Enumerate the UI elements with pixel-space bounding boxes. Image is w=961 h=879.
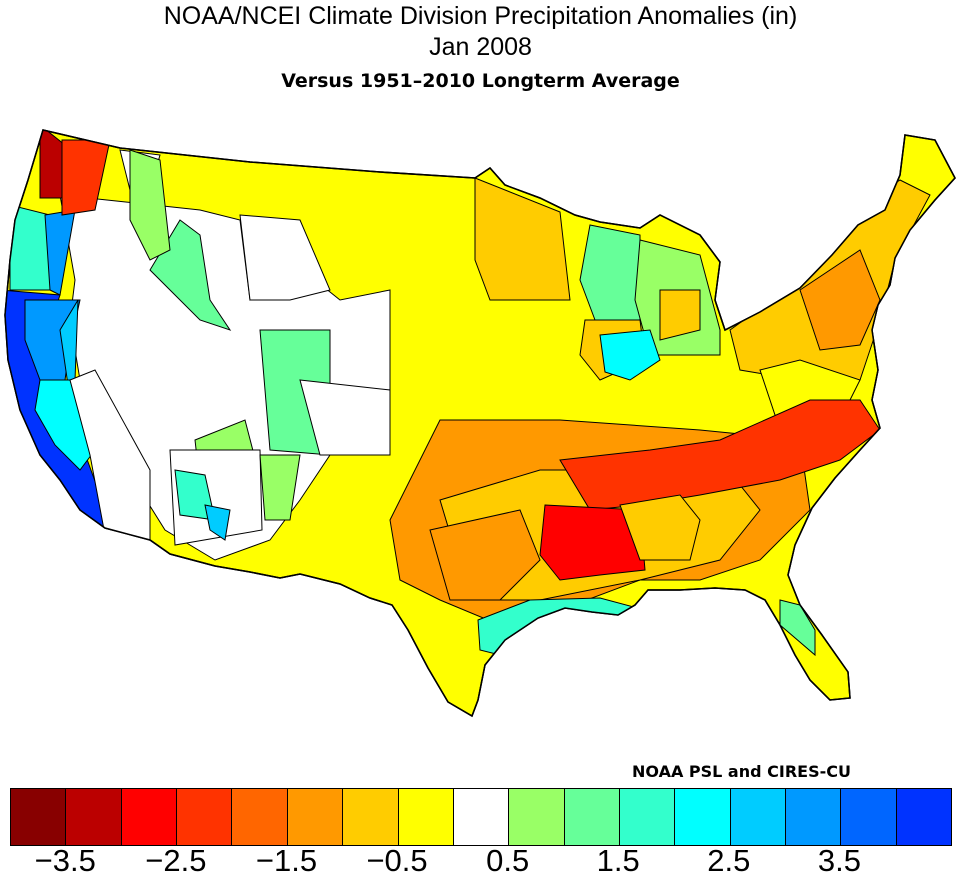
climate-division-region <box>299 379 391 456</box>
colorbar-bin <box>177 789 233 845</box>
colorbar-bin <box>287 789 344 845</box>
climate-division-region <box>659 289 701 341</box>
climate-division-region <box>779 599 816 657</box>
colorbar-bin <box>453 789 510 845</box>
colorbar <box>10 788 952 846</box>
chart-subtitle: Versus 1951–2010 Longterm Average <box>281 70 680 92</box>
climate-division-region <box>129 149 171 261</box>
colorbar-bin <box>786 789 842 845</box>
climate-division-region <box>619 494 701 561</box>
colorbar-bin <box>343 789 399 845</box>
colorbar-tick-label: 2.5 <box>707 843 751 878</box>
colorbar-bin <box>619 789 676 845</box>
colorbar-tick-label: 3.5 <box>817 843 861 878</box>
climate-division-region <box>204 504 231 541</box>
climate-division-region <box>474 177 571 301</box>
credit-text: NOAA PSL and CIRES-CU <box>632 762 851 781</box>
colorbar-tick-label: −2.5 <box>145 843 207 878</box>
colorbar-tick-label: −3.5 <box>34 843 96 878</box>
us-border <box>4 129 956 718</box>
colorbar-bin <box>509 789 565 845</box>
us-climate-division-map <box>4 129 956 718</box>
colorbar-bin <box>121 789 178 845</box>
colorbar-bin <box>564 789 620 845</box>
climate-division-region <box>599 329 661 381</box>
colorbar-bin <box>730 789 787 845</box>
colorbar-bin <box>398 789 454 845</box>
chart-title: NOAA/NCEI Climate Division Precipitation… <box>163 2 798 30</box>
colorbar-bin <box>841 789 897 845</box>
colorbar-bin <box>896 789 952 845</box>
climate-division-region <box>239 214 331 301</box>
colorbar-bin <box>675 789 731 845</box>
colorbar-tick-label: 1.5 <box>596 843 640 878</box>
colorbar-bin <box>232 789 288 845</box>
colorbar-tick-label: 0.5 <box>486 843 530 878</box>
colorbar-tick-label: −0.5 <box>366 843 428 878</box>
climate-division-region <box>429 509 541 601</box>
climate-division-region <box>799 249 881 351</box>
colorbar-bin <box>66 789 122 845</box>
climate-division-region <box>259 454 301 521</box>
chart-period: Jan 2008 <box>429 33 532 61</box>
colorbar-tick-label: −1.5 <box>255 843 318 878</box>
colorbar-bin <box>11 789 67 845</box>
